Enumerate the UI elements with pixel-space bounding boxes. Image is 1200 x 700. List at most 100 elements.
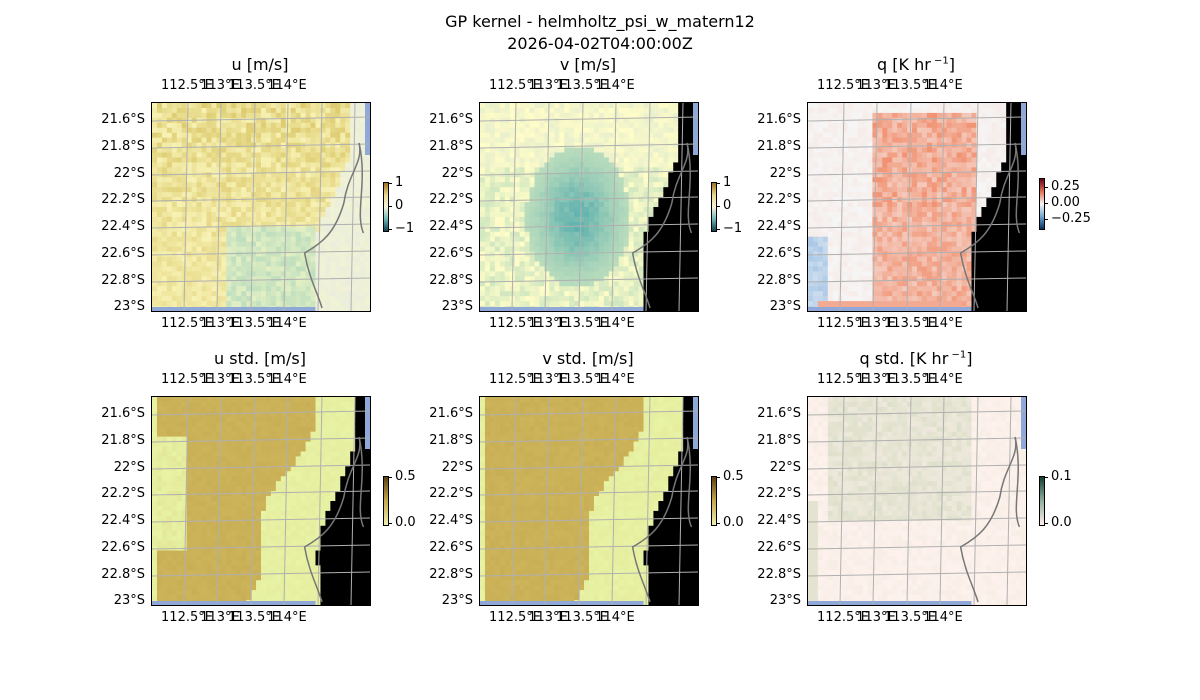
heatmap-cell	[171, 182, 178, 188]
heatmap-cell	[887, 211, 893, 218]
heatmap-cell	[504, 182, 511, 188]
heatmap-cell	[305, 296, 312, 302]
heatmap-cell	[494, 291, 501, 297]
heatmap-cell	[613, 202, 620, 208]
heatmap-cell	[991, 137, 997, 144]
heatmap-cell	[152, 276, 158, 282]
heatmap-cell	[678, 291, 684, 297]
heatmap-cell	[539, 103, 546, 109]
heatmap-cell	[564, 301, 570, 307]
heatmap-cell	[569, 167, 575, 173]
heatmap-cell	[499, 266, 506, 272]
heatmap-cell	[941, 127, 948, 134]
heatmap-cell	[196, 157, 203, 164]
heatmap-cell	[241, 147, 247, 154]
heatmap-cell	[574, 197, 580, 203]
heatmap-cell	[345, 103, 351, 109]
heatmap-cell	[152, 162, 158, 168]
heatmap-cell	[335, 231, 341, 238]
heatmap-cell	[534, 271, 541, 277]
heatmap-cell	[668, 241, 674, 248]
heatmap-cell	[340, 192, 346, 198]
heatmap-cell	[603, 172, 610, 178]
heatmap-cell	[608, 301, 615, 307]
heatmap-cell	[494, 207, 501, 213]
heatmap-cell	[951, 177, 958, 183]
heatmap-cell	[489, 291, 496, 297]
heatmap-cell	[931, 122, 938, 129]
heatmap-cell	[688, 117, 694, 124]
heatmap-cell	[295, 182, 302, 188]
heatmap-cell	[842, 207, 849, 213]
heatmap-cell	[539, 216, 546, 223]
heatmap-cell	[554, 117, 560, 124]
heatmap-cell	[320, 202, 327, 208]
heatmap-cell	[310, 286, 317, 292]
heatmap-cell	[340, 207, 346, 213]
heatmap-cell	[206, 231, 213, 238]
heatmap-cell	[181, 187, 188, 193]
heatmap-cell	[872, 122, 878, 129]
heatmap-cell	[897, 221, 903, 228]
heatmap-cell	[981, 192, 987, 198]
heatmap-cell	[613, 291, 620, 297]
heatmap-cell	[176, 202, 183, 208]
heatmap-cell	[161, 122, 168, 129]
heatmap-cell	[613, 256, 620, 263]
heatmap-cell	[653, 271, 659, 277]
heatmap-cell	[633, 296, 640, 302]
heatmap-cell	[315, 251, 322, 258]
heatmap-cell	[231, 167, 237, 173]
heatmap-cell	[693, 286, 698, 292]
heatmap-cell	[201, 112, 208, 119]
heatmap-cell	[668, 167, 674, 173]
heatmap-cell	[181, 127, 188, 134]
heatmap-cell	[355, 276, 361, 282]
heatmap-cell	[325, 286, 331, 292]
heatmap-cell	[589, 281, 595, 287]
heatmap-cell	[261, 112, 267, 119]
heatmap-cell	[280, 192, 287, 198]
heatmap-cell	[499, 187, 506, 193]
heatmap-cell	[226, 182, 232, 188]
heatmap-cell	[161, 271, 168, 277]
heatmap-cell	[340, 147, 346, 154]
heatmap-cell	[648, 122, 655, 129]
heatmap-cell	[246, 256, 252, 263]
heatmap-cell	[991, 192, 997, 198]
heatmap-cell	[270, 107, 277, 114]
heatmap-cell	[842, 172, 849, 178]
heatmap-cell	[961, 103, 968, 109]
heatmap-cell	[598, 256, 605, 263]
heatmap-cell	[221, 172, 227, 178]
heatmap-cell	[529, 202, 536, 208]
heatmap-cell	[936, 172, 943, 178]
heatmap-cell	[986, 147, 992, 154]
heatmap-cell	[171, 172, 178, 178]
heatmap-cell	[156, 211, 163, 218]
heatmap-cell	[290, 286, 297, 292]
heatmap-cell	[360, 202, 366, 208]
heatmap-cell	[216, 167, 222, 173]
heatmap-cell	[976, 122, 983, 129]
heatmap-cell	[509, 107, 516, 114]
heatmap-cell	[837, 172, 844, 178]
heatmap-cell	[857, 162, 864, 168]
heatmap-cell	[1001, 117, 1007, 124]
heatmap-cell	[554, 236, 560, 243]
heatmap-cell	[310, 137, 317, 144]
heatmap-cell	[902, 152, 908, 159]
heatmap-cell	[524, 192, 531, 198]
heatmap-cell	[579, 202, 585, 208]
heatmap-cell	[171, 291, 178, 297]
heatmap-cell	[539, 231, 546, 238]
heatmap-cell	[524, 301, 531, 307]
heatmap-cell	[589, 216, 595, 223]
heatmap-cell	[186, 192, 193, 198]
heatmap-cell	[633, 256, 640, 263]
heatmap-cell	[822, 177, 829, 183]
heatmap-cell	[1021, 162, 1026, 168]
heatmap-cell	[529, 281, 536, 287]
heatmap-cell	[608, 221, 615, 228]
heatmap-cell	[887, 152, 893, 159]
